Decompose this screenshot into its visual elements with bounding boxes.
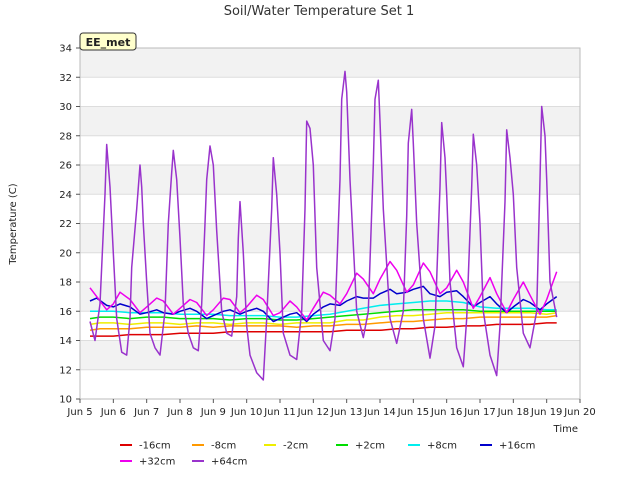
legend-label: +64cm <box>211 457 247 468</box>
x-tick-label: Jun 15 <box>397 407 430 418</box>
legend-label: -16cm <box>139 441 171 452</box>
x-tick-label: Jun 19 <box>530 407 563 418</box>
y-tick-label: 22 <box>59 219 72 230</box>
x-tick-label: Jun 14 <box>363 407 396 418</box>
station-label: EE_met <box>86 36 131 49</box>
band <box>80 48 580 78</box>
y-tick-label: 10 <box>59 395 72 406</box>
x-tick-label: Jun 5 <box>66 407 92 418</box>
legend-label: +32cm <box>139 457 175 468</box>
legend-label: +2cm <box>355 441 385 452</box>
y-tick-label: 16 <box>59 307 72 318</box>
x-tick-label: Jun 12 <box>297 407 330 418</box>
y-axis: 10 12 14 16 18 20 22 24 26 28 30 32 34 <box>59 44 80 406</box>
series-line-plus32cm <box>89 260 558 321</box>
x-tick-label: Jun 6 <box>100 407 126 418</box>
x-tick-label: Jun 13 <box>330 407 363 418</box>
y-axis-title: Temperature (C) <box>8 183 19 265</box>
band <box>80 106 580 136</box>
chart-title: Soil/Water Temperature Set 1 <box>224 4 415 19</box>
x-tick-label: Jun 17 <box>463 407 496 418</box>
series-line-plus64cm <box>89 70 558 381</box>
y-tick-label: 24 <box>59 190 72 201</box>
band <box>80 135 580 165</box>
band <box>80 282 580 312</box>
series-line-plus16cm <box>89 285 558 323</box>
series-line-minus16cm <box>90 322 557 337</box>
y-tick-label: 28 <box>59 131 72 142</box>
y-tick-label: 20 <box>59 248 72 259</box>
band <box>80 165 580 195</box>
legend-label: -8cm <box>211 441 236 452</box>
y-tick-label: 12 <box>59 365 72 376</box>
x-tick-label: Jun 9 <box>200 407 226 418</box>
legend: -16cm -8cm -2cm +2cm +8cm +16cm +32cm +64cm <box>120 441 535 468</box>
band <box>80 340 580 370</box>
station-label-box: EE_met <box>79 32 137 51</box>
band <box>80 223 580 253</box>
y-tick-label: 18 <box>59 278 72 289</box>
x-axis: Jun 5 Jun 6 Jun 7 Jun 8 Jun 9 Jun 10 Jun 11 Jun… <box>66 399 596 418</box>
legend-label: +16cm <box>499 441 535 452</box>
y-tick-label: 34 <box>59 44 72 55</box>
x-tick-label: Jun 8 <box>166 407 192 418</box>
series-lines <box>89 70 558 381</box>
background-bands <box>80 48 580 399</box>
x-tick-label: Jun 18 <box>497 407 530 418</box>
y-tick-label: 32 <box>59 73 72 84</box>
x-tick-label: Jun 11 <box>263 407 296 418</box>
x-tick-label: Jun 10 <box>230 407 263 418</box>
x-tick-label: Jun 7 <box>133 407 159 418</box>
y-tick-label: 14 <box>59 336 72 347</box>
band <box>80 369 580 399</box>
band <box>80 252 580 282</box>
band <box>80 77 580 107</box>
y-tick-label: 30 <box>59 102 72 113</box>
band <box>80 194 580 224</box>
x-axis-title: Time <box>553 424 578 435</box>
y-tick-label: 26 <box>59 161 72 172</box>
legend-label: -2cm <box>283 441 308 452</box>
legend-label: +8cm <box>427 441 457 452</box>
x-tick-label: Jun 20 <box>563 407 596 418</box>
x-tick-label: Jun 16 <box>430 407 463 418</box>
